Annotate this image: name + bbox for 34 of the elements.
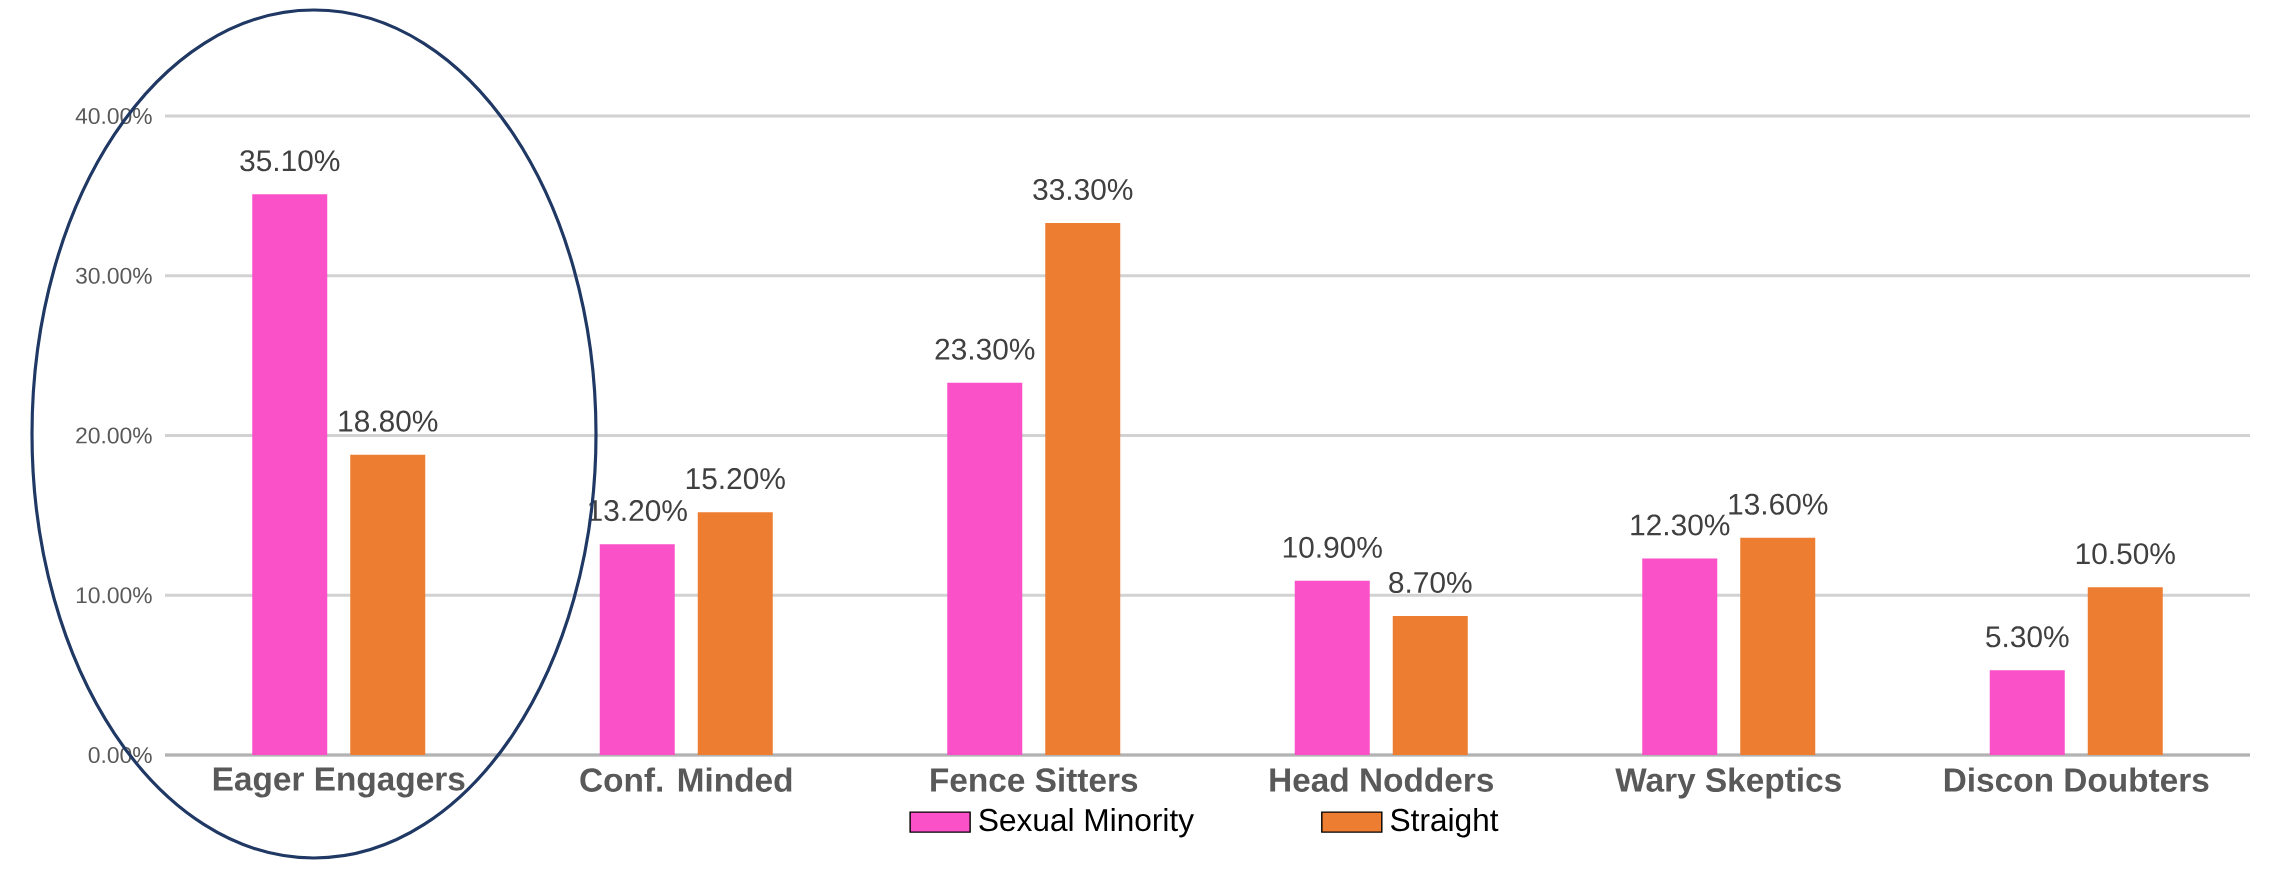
- data-label: 13.60%: [1729, 493, 1828, 515]
- x-tick-label: Conf. Minded: [580, 767, 792, 792]
- bar: [599, 544, 675, 755]
- y-tick-label: 30.00%: [75, 267, 152, 284]
- data-label: 35.10%: [240, 150, 340, 172]
- x-tick-label: Discon Doubters: [1944, 767, 2209, 792]
- data-label: 33.30%: [1033, 178, 1133, 201]
- data-label: 12.30%: [1631, 514, 1730, 536]
- bar: [1740, 537, 1816, 755]
- bar: [1294, 580, 1370, 755]
- y-tick-label: 20.00%: [76, 427, 152, 444]
- data-label: 18.80%: [339, 410, 438, 432]
- bar: [697, 512, 773, 755]
- x-tick-label: Head Nodders: [1270, 767, 1494, 792]
- bar: [1642, 558, 1718, 755]
- data-label: 23.30%: [935, 338, 1035, 360]
- data-label: 8.70%: [1389, 571, 1472, 594]
- bar: [1045, 223, 1121, 755]
- bar: [252, 194, 328, 755]
- bar: [947, 382, 1023, 755]
- x-tick-label: Wary Skeptics: [1615, 767, 1841, 799]
- legend-label: Sexual Minority: [979, 807, 1194, 838]
- bar: [2087, 587, 2163, 755]
- bar: [1989, 670, 2065, 755]
- bar: [350, 454, 426, 755]
- bar: [1392, 616, 1468, 755]
- data-label: 10.90%: [1283, 536, 1382, 558]
- y-tick-label: 10.00%: [76, 587, 152, 604]
- x-tick-label: Fence Sitters: [931, 767, 1138, 792]
- data-label: 10.50%: [2076, 543, 2175, 565]
- data-label: 5.30%: [1986, 626, 2069, 648]
- x-tick-label: Eager Engagers: [213, 767, 465, 798]
- data-label: 15.20%: [686, 468, 785, 490]
- legend-label: Straight: [1390, 807, 1499, 838]
